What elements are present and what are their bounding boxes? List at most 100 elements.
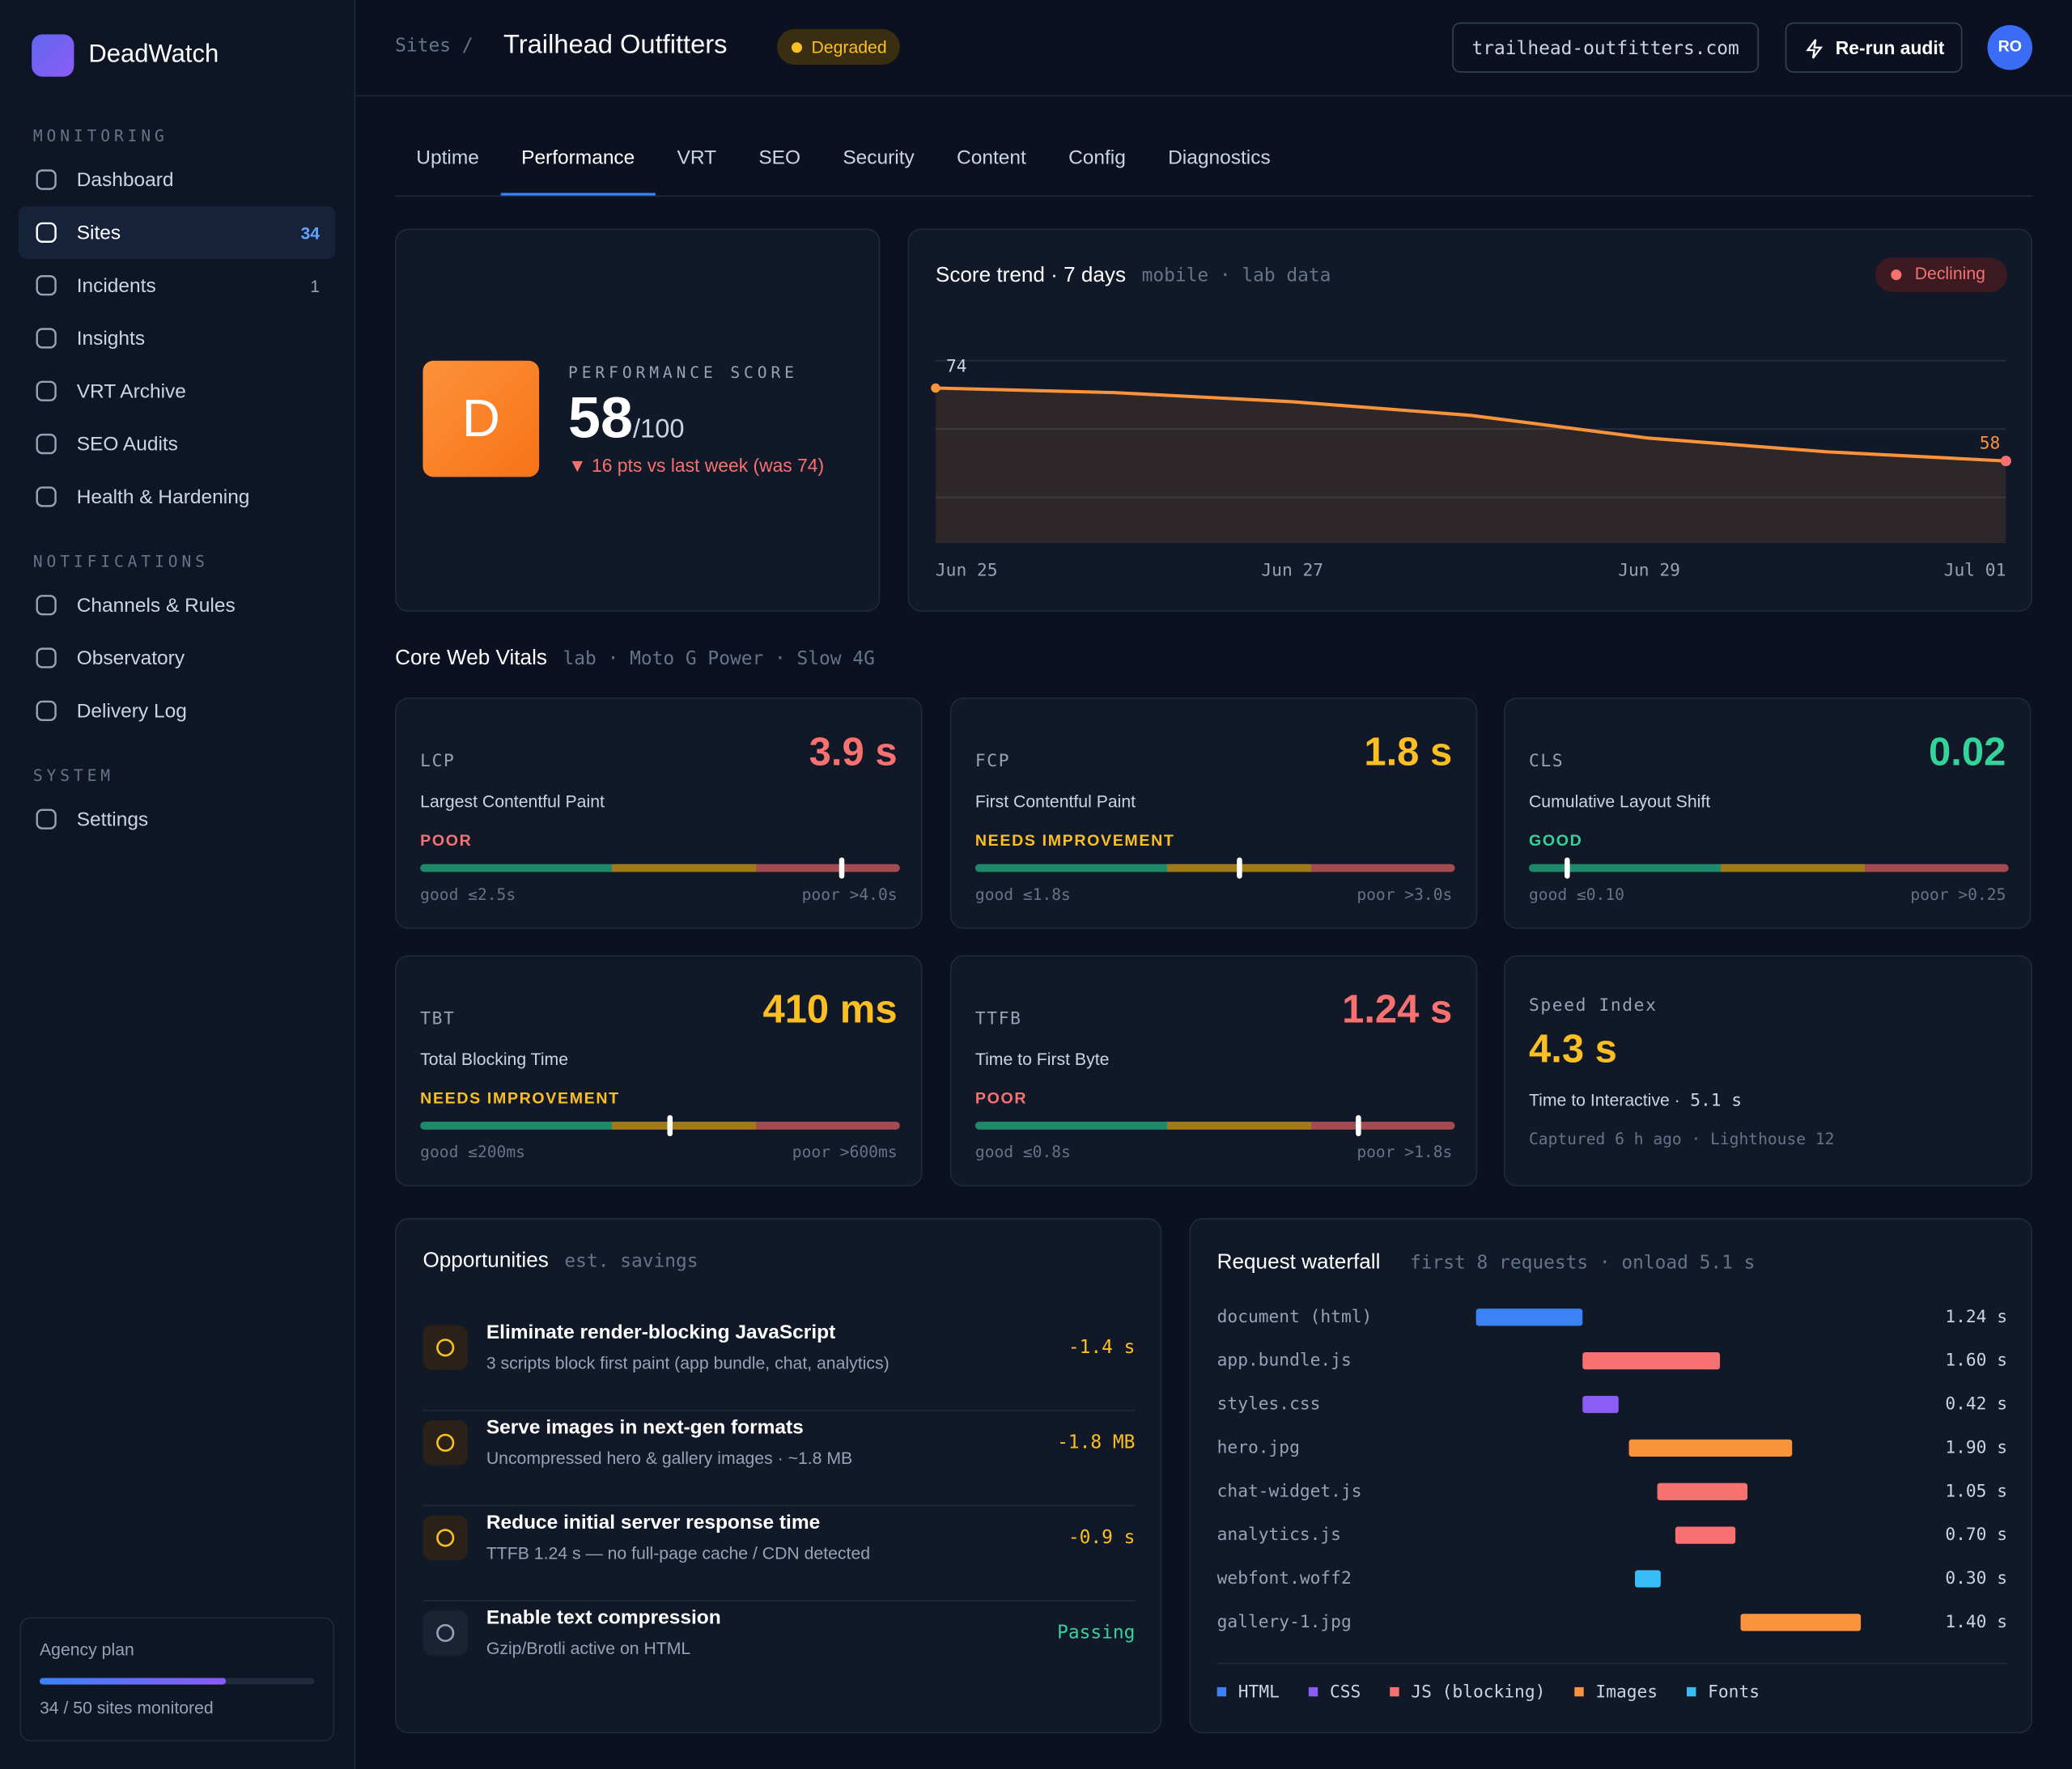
- vital-value: 0.02: [1929, 730, 2006, 774]
- vital-gauge: [1528, 857, 2009, 879]
- vital-gauge: [420, 1114, 900, 1137]
- nav-label: Channels & Rules: [76, 593, 236, 617]
- waterfall-chart: Request waterfall first 8 requests · onl…: [1216, 1249, 2007, 1702]
- vital-name: Total Blocking Time: [420, 1049, 569, 1069]
- plan-card: Agency plan 34 / 50 sites monitored: [19, 1617, 335, 1741]
- plan-text: 34 / 50 sites monitored: [39, 1697, 214, 1718]
- x-tick-label: Jun 29: [1618, 560, 1680, 580]
- nav-item[interactable]: Delivery Log: [19, 685, 336, 737]
- data-label: 58: [1980, 433, 2001, 453]
- request-duration: 0.30 s: [1945, 1568, 2007, 1589]
- speed-code: Speed Index: [1528, 996, 1658, 1016]
- opp-title: Eliminate render-blocking JavaScript: [486, 1321, 836, 1344]
- request-duration: 0.42 s: [1945, 1394, 2007, 1415]
- icon-shape: [36, 169, 57, 190]
- opp-title: Reduce initial server response time: [486, 1511, 821, 1534]
- opp-glyph: [436, 1338, 455, 1357]
- request-duration: 1.60 s: [1945, 1351, 2007, 1371]
- trend-chart: Score trend · 7 days mobile · lab data D…: [931, 257, 2011, 580]
- chart-subtitle: mobile · lab data: [1142, 265, 1331, 286]
- request-bar: [1628, 1439, 1793, 1457]
- nav-icon: [36, 700, 57, 722]
- rerun-button[interactable]: Re-run audit: [1785, 22, 1963, 73]
- vital-code: LCP: [420, 751, 456, 772]
- glyph-shape: [436, 1623, 455, 1643]
- vital-good: good ≤0.8s: [974, 1143, 1071, 1162]
- vital-name: Largest Contentful Paint: [420, 791, 605, 812]
- nav-item[interactable]: VRT Archive: [19, 365, 336, 418]
- tab[interactable]: Diagnostics: [1168, 146, 1271, 169]
- legend-label: CSS: [1330, 1682, 1361, 1702]
- nav-icon: [36, 808, 57, 829]
- status: Degraded: [811, 36, 887, 57]
- nav-label: Settings: [76, 808, 149, 831]
- data-label: 74: [946, 356, 967, 376]
- nav-item[interactable]: SEO Audits: [19, 418, 336, 470]
- nav-item[interactable]: Settings: [19, 793, 336, 846]
- vital-poor: poor >600ms: [792, 1143, 898, 1162]
- nav-label: Insights: [76, 327, 146, 350]
- nav-icon: [36, 595, 57, 616]
- nav-icon: [36, 169, 57, 190]
- x-tick-label: Jun 25: [936, 560, 998, 580]
- point: [931, 383, 940, 393]
- request-name: webfont.woff2: [1217, 1568, 1352, 1589]
- badge-dot: [1891, 269, 1902, 281]
- nav-icon: [36, 647, 57, 668]
- tabs: Uptime Performance VRT SEO Security Content Co…: [395, 127, 2033, 197]
- opp-icon: [422, 1515, 468, 1561]
- tab[interactable]: Performance: [499, 127, 656, 196]
- icon-shape: [36, 328, 57, 349]
- icon-shape: [36, 486, 57, 507]
- vital-poor: poor >1.8s: [1357, 1143, 1453, 1162]
- plan-title: Agency plan: [39, 1640, 134, 1660]
- vital-rating: POOR: [974, 1088, 1028, 1108]
- opp-detail: 3 scripts block first paint (app bundle,…: [486, 1352, 890, 1373]
- breadcrumb[interactable]: Sites /: [395, 36, 473, 57]
- nav-badge: 1: [310, 275, 321, 295]
- score-line: 58/100: [568, 386, 684, 452]
- nav-label: Dashboard: [76, 168, 174, 191]
- opp-glyph: [436, 1529, 455, 1547]
- tab[interactable]: Security: [843, 146, 915, 169]
- opp-title: Opportunities: [422, 1249, 549, 1273]
- nav-badge: 34: [300, 223, 321, 243]
- icon-shape: [36, 274, 57, 296]
- speed-card: Speed Index 4.3 s Time to Interactive · …: [1503, 955, 2033, 1187]
- nav-item[interactable]: Health & Hardening: [19, 470, 336, 523]
- nav-icon: [36, 274, 57, 296]
- sidebar: DeadWatch MONITORING Dashboard Sites 34 Inci…: [0, 0, 356, 1769]
- tab[interactable]: Content: [957, 146, 1026, 169]
- vital-good: good ≤200ms: [420, 1143, 525, 1162]
- score-delta: ▼ 16 pts vs last week (was 74): [568, 454, 825, 476]
- chart-title: Score trend · 7 days: [936, 262, 1126, 286]
- nav-item[interactable]: Sites 34: [18, 206, 336, 259]
- vital-gauge: [974, 1114, 1455, 1137]
- vital-value: 410 ms: [762, 988, 898, 1033]
- request-duration: 1.24 s: [1945, 1307, 2007, 1327]
- nav-item[interactable]: Incidents 1: [19, 259, 336, 312]
- icon-shape: [36, 595, 57, 616]
- nav-item[interactable]: Insights: [19, 312, 336, 364]
- vital-code: TTFB: [974, 1009, 1022, 1029]
- request-bar: [1475, 1309, 1583, 1326]
- glyph-shape: [436, 1433, 455, 1452]
- legend-label: Fonts: [1708, 1682, 1760, 1702]
- nav-item[interactable]: Dashboard: [19, 153, 336, 206]
- vital-value: 1.8 s: [1364, 730, 1453, 774]
- nav-icon: [36, 433, 57, 455]
- avatar[interactable]: RO: [1987, 25, 2033, 70]
- icon-shape: [36, 700, 57, 722]
- trend-badge: Declining: [1915, 265, 1985, 283]
- nav-item[interactable]: Channels & Rules: [19, 579, 336, 631]
- url[interactable]: trailhead-outfitters.com: [1452, 22, 1760, 73]
- tab[interactable]: Uptime: [416, 146, 479, 169]
- request-duration: 0.70 s: [1945, 1525, 2007, 1545]
- nav-item[interactable]: Observatory: [19, 631, 336, 684]
- tab[interactable]: VRT: [677, 146, 717, 169]
- site-title: Trailhead Outfitters: [503, 30, 728, 60]
- score-label: PERFORMANCE SCORE: [568, 363, 798, 382]
- tab[interactable]: Config: [1068, 146, 1126, 169]
- request-bar: [1657, 1483, 1748, 1500]
- tab[interactable]: SEO: [758, 146, 801, 169]
